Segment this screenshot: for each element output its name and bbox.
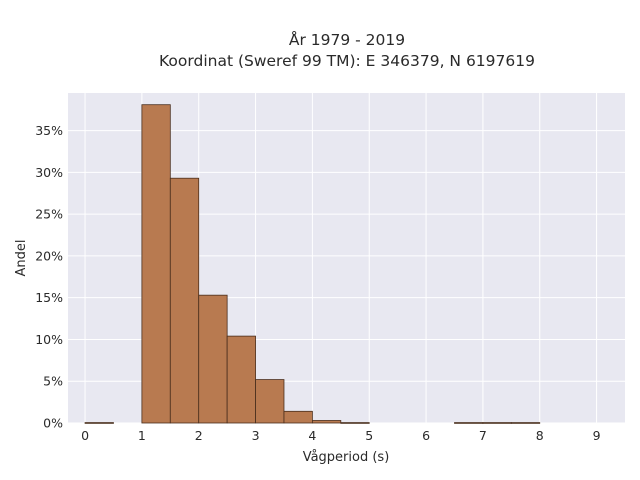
x-tick-label: 1 (138, 428, 146, 443)
y-tick-label: 35% (35, 123, 63, 138)
histogram-bar (283, 410, 313, 424)
histogram-bar (141, 104, 171, 424)
x-tick-label: 7 (479, 428, 487, 443)
histogram-bar (510, 422, 541, 424)
histogram-bar (169, 177, 200, 424)
histogram-bar (84, 422, 114, 424)
histogram-bar (198, 294, 228, 424)
y-tick-labels: 0% 5% 10% 15% 20% 25% 30% 35% (35, 123, 63, 430)
bars (84, 104, 541, 424)
x-tick-label: 8 (536, 428, 544, 443)
histogram-bar (255, 379, 285, 424)
y-tick-label: 5% (43, 374, 63, 389)
chart-subtitle: Koordinat (Sweref 99 TM): E 346379, N 61… (159, 52, 535, 70)
x-tick-label: 5 (365, 428, 373, 443)
x-tick-label: 0 (81, 428, 89, 443)
y-tick-label: 15% (35, 290, 63, 305)
y-tick-label: 30% (35, 165, 63, 180)
y-tick-label: 10% (35, 332, 63, 347)
x-tick-label: 4 (308, 428, 316, 443)
x-tick-label: 2 (195, 428, 203, 443)
y-tick-label: 20% (35, 248, 63, 263)
histogram-bar (226, 335, 256, 424)
histogram-bar (482, 422, 512, 424)
x-tick-label: 3 (252, 428, 260, 443)
y-axis-title: Andel (14, 240, 29, 277)
x-axis-title: Vågperiod (s) (303, 450, 390, 465)
histogram-bar (311, 420, 342, 424)
y-tick-label: 25% (35, 207, 63, 222)
chart-title: År 1979 - 2019 (289, 30, 405, 49)
x-tick-labels: 0 1 2 3 4 5 6 7 8 9 (81, 428, 601, 443)
histogram-bar (340, 422, 370, 424)
histogram-bar (454, 422, 484, 424)
x-tick-label: 9 (593, 428, 601, 443)
x-tick-label: 6 (422, 428, 430, 443)
y-tick-label: 0% (43, 416, 63, 431)
